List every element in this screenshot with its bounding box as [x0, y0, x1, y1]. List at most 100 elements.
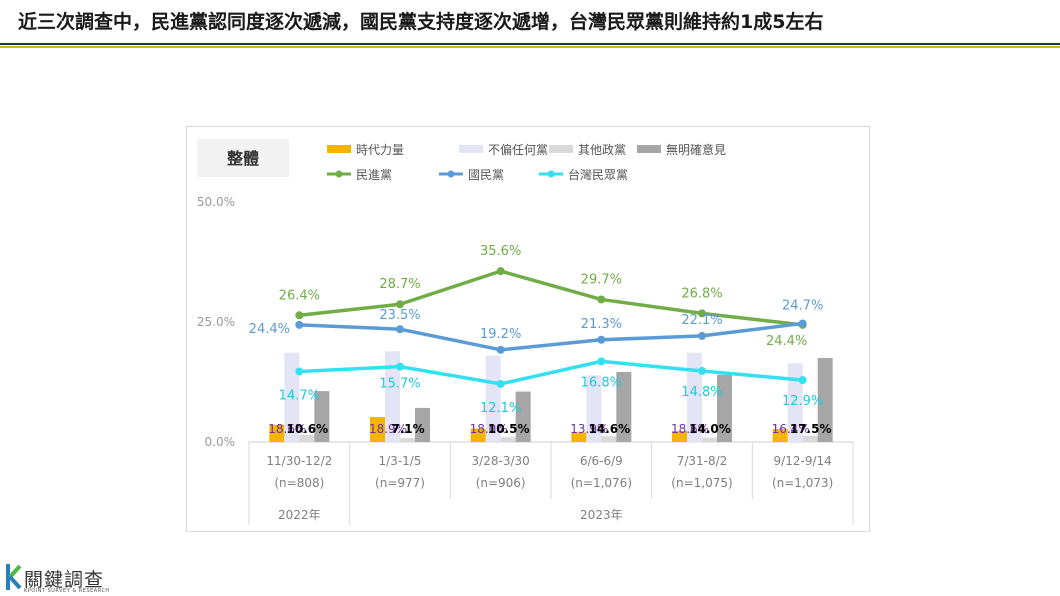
bar: [802, 435, 818, 442]
line-point: [698, 309, 706, 318]
legend-swatch-marker: [447, 170, 455, 178]
line-point: [698, 366, 706, 375]
line-data-label: 19.2%: [480, 327, 521, 342]
line-data-label: 35.6%: [480, 244, 521, 259]
line-point: [396, 362, 404, 371]
bar: [269, 424, 285, 442]
bar: [284, 352, 300, 442]
y-tick-label: 50.0%: [197, 195, 235, 209]
bar: [687, 352, 702, 442]
line-data-label: 29.7%: [581, 272, 622, 287]
bar-data-label: 10.5%: [488, 422, 530, 436]
line-point: [798, 376, 807, 385]
line-point: [698, 331, 706, 340]
line-data-label: 24.4%: [249, 322, 290, 337]
legend-label: 時代力量: [356, 143, 404, 157]
logo-name: 關鍵調查: [24, 569, 105, 591]
legend-label: 其他政黨: [578, 143, 626, 157]
line-point: [496, 345, 505, 354]
line-data-label: 15.7%: [379, 377, 420, 392]
bar: [772, 429, 788, 442]
bar: [400, 438, 415, 442]
legend-swatch-marker: [547, 170, 555, 178]
line-point: [295, 367, 304, 376]
x-sample-size-label: (n=906): [476, 476, 526, 490]
legend-label: 台灣民眾黨: [568, 167, 628, 182]
bar-data-label: 10.6%: [287, 422, 329, 436]
line-point: [597, 295, 606, 304]
bar: [415, 407, 430, 442]
x-category-label: 9/12-9/14: [774, 454, 832, 468]
line-data-label: 14.8%: [681, 385, 722, 400]
x-sample-size-label: (n=977): [375, 476, 425, 490]
logo-subtitle: KPOINT SURVEY & RESEARCH: [24, 588, 110, 594]
line-series: [299, 269, 803, 327]
bar: [817, 358, 833, 442]
line-point: [597, 335, 606, 344]
title-divider-navy: [0, 43, 1060, 45]
bar-data-label: 7.1%: [391, 422, 424, 436]
panel-label-box: [197, 139, 289, 177]
legend-swatch: [549, 145, 573, 153]
line-point: [597, 357, 606, 366]
bar: [500, 437, 516, 442]
line-data-label: 12.9%: [782, 394, 823, 409]
x-year-group-label: 2023年: [580, 508, 623, 522]
bar: [571, 432, 587, 442]
bar: [787, 363, 803, 442]
legend-swatch: [637, 145, 661, 153]
line-data-label: 24.4%: [766, 334, 807, 349]
legend-swatch-marker: [335, 170, 343, 178]
page-title: 近三次調查中，民進黨認同度逐次遞減，國民黨支持度逐次遞增，台灣民眾黨則維持約1成…: [18, 11, 824, 33]
legend-label: 民進黨: [356, 168, 392, 182]
line-data-label: 21.3%: [581, 317, 622, 332]
x-year-group-label: 2022年: [278, 508, 321, 522]
x-category-label: 6/6-6/9: [580, 454, 623, 468]
bar: [616, 371, 632, 442]
line-point: [295, 320, 304, 329]
line-data-label: 16.8%: [581, 375, 622, 390]
bar-data-label: 14.0%: [689, 422, 731, 436]
line-point: [295, 311, 304, 320]
bar-data-label: 17.5%: [790, 422, 832, 436]
line-series: [299, 321, 803, 352]
line-data-label: 12.1%: [480, 401, 521, 416]
line-data-label: 28.7%: [379, 277, 420, 292]
line-point: [496, 379, 505, 388]
panel-label: 整體: [226, 149, 259, 168]
bar: [586, 375, 602, 442]
bar-data-label: 18.6%: [671, 422, 709, 436]
legend-swatch: [459, 145, 483, 153]
line-data-label: 14.7%: [279, 388, 320, 403]
legend-swatch: [327, 145, 351, 153]
x-category-label: 7/31-8/2: [677, 454, 728, 468]
line-data-label: 26.8%: [681, 286, 722, 301]
bar-data-label: 13.9%: [570, 422, 608, 436]
x-category-label: 1/3-1/5: [379, 454, 422, 468]
bar: [385, 351, 400, 442]
bar: [717, 374, 732, 442]
bar-data-label: 14.6%: [589, 422, 631, 436]
legend-label: 國民黨: [468, 168, 504, 182]
line-point: [396, 325, 404, 334]
x-category-label: 3/28-3/30: [472, 454, 530, 468]
line-series: [299, 359, 803, 386]
line-point: [396, 300, 404, 309]
line-data-label: 22.1%: [681, 313, 722, 328]
bar: [299, 434, 315, 442]
bar: [601, 436, 617, 442]
bar-data-label: 18.0%: [470, 422, 508, 436]
x-category-label: 11/30-12/2: [266, 454, 332, 468]
y-tick-label: 25.0%: [197, 315, 235, 329]
line-data-label: 23.5%: [379, 308, 420, 323]
logo-icon: [6, 564, 22, 590]
legend-label: 無明確意見: [666, 142, 726, 157]
title-divider-gold: [0, 46, 1060, 48]
bar: [470, 428, 486, 442]
y-tick-label: 0.0%: [205, 435, 236, 449]
line-point: [496, 267, 505, 276]
bar: [515, 391, 531, 442]
bar: [702, 437, 717, 442]
bar-data-label: 16.4%: [772, 422, 810, 436]
